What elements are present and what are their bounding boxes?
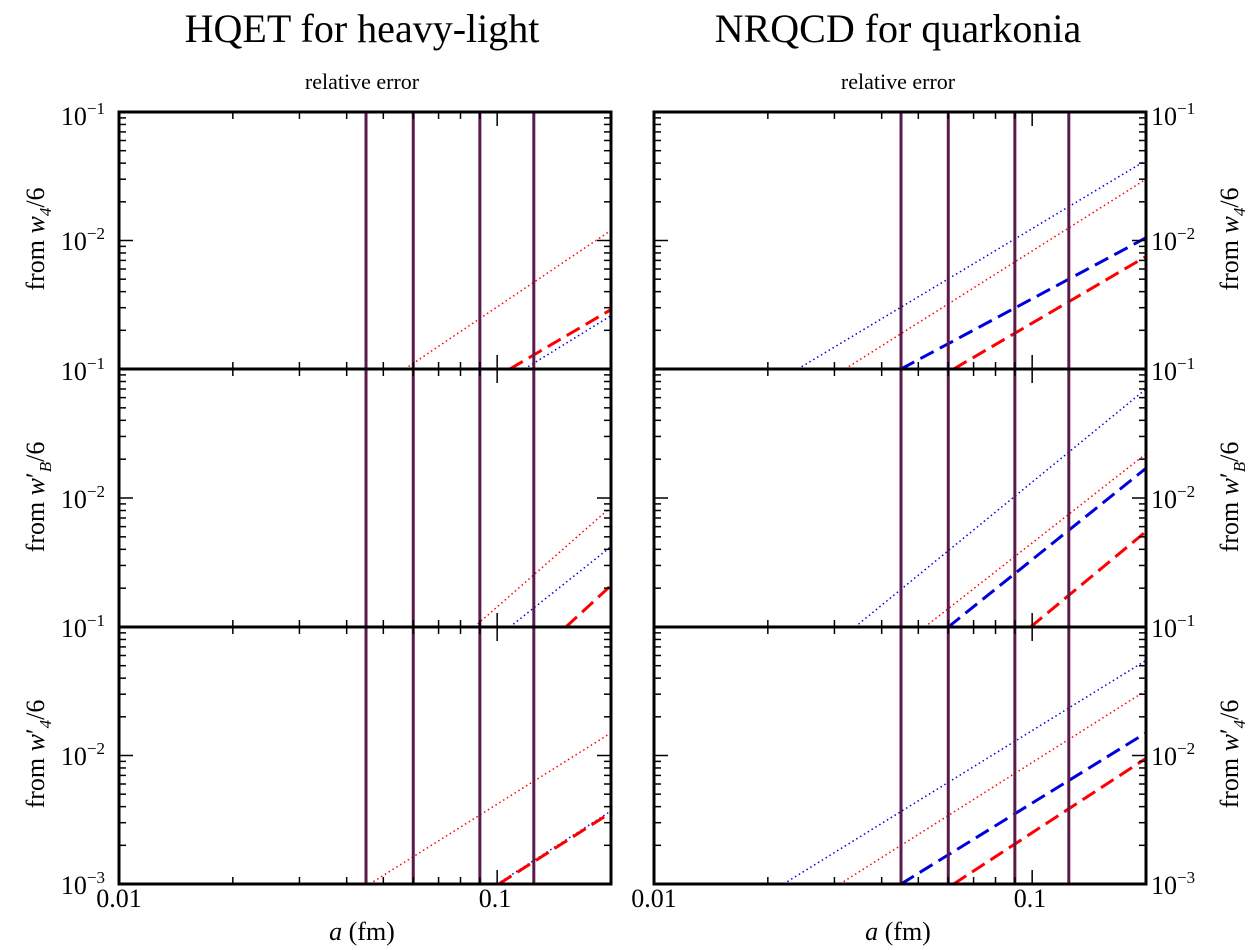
y-tick-label-right-5: 10−2	[1151, 739, 1195, 771]
x-axis-var-left: a	[329, 917, 342, 946]
y-tick-label-left-4: 10−1	[61, 611, 105, 643]
panel-right-row2-series-blue-dotted	[783, 659, 1146, 884]
panel-right-row1-series-red-dotted	[924, 453, 1146, 627]
panel-left-row2-frame	[117, 625, 613, 886]
panel-right-row0-series-red-dashed	[952, 255, 1146, 369]
panel-right-row0-series-blue-dashed	[900, 236, 1146, 369]
subtitle-right: relative error	[841, 69, 956, 94]
panel-left-row0-series-red-dashed	[509, 308, 611, 369]
x-axis-var-right: a	[865, 917, 878, 946]
x-tick-label-0.01-left: 0.01	[96, 884, 142, 913]
row-label-right-0: from w4/6	[1215, 187, 1249, 290]
x-tick-label-0.01-right: 0.01	[631, 884, 677, 913]
subtitle-left: relative error	[305, 69, 420, 94]
panel-right-row1-series-red-dashed	[1029, 530, 1146, 627]
row-label-left-0: from w4/6	[21, 187, 55, 290]
title-left: HQET for heavy-light	[185, 6, 540, 51]
panel-right-row0-series-red-dotted	[844, 178, 1146, 369]
panel-right-row1-series-blue-dotted	[854, 388, 1146, 627]
panel-right-row2-series-red-dotted	[839, 689, 1146, 884]
panel-left-row1-series-red-dotted	[473, 506, 611, 627]
panel-right-row2-series-red-dashed	[952, 757, 1146, 884]
y-tick-label-left-3: 10−2	[61, 482, 105, 514]
x-tick-label-0.1-right: 0.1	[1014, 884, 1047, 913]
row-label-right-2: from w′4/6	[1215, 700, 1249, 809]
y-tick-label-left-5: 10−2	[61, 739, 105, 771]
y-tick-label-right-1: 10−2	[1151, 224, 1195, 256]
panel-left-row0-series-red-dotted	[404, 229, 611, 369]
y-tick-label-right-6: 10−3	[1151, 868, 1195, 900]
y-tick-label-right-4: 10−1	[1151, 611, 1195, 643]
x-axis-unit-left: (fm)	[342, 917, 395, 946]
y-tick-label-right-2: 10−1	[1151, 354, 1195, 386]
y-tick-label-left-1: 10−2	[61, 224, 105, 256]
x-axis-unit-right: (fm)	[878, 917, 931, 946]
row-label-left-2: from w′4/6	[21, 700, 55, 809]
y-tick-label-left-6: 10−3	[61, 868, 105, 900]
x-tick-label-0.1-left: 0.1	[479, 884, 512, 913]
panel-right-row2-series-blue-dashed	[900, 731, 1146, 884]
panel-left-row1-series-red-dashed	[564, 584, 611, 627]
panel-left-row2-series-red-dotted	[369, 732, 611, 884]
panel-right-row2-frame	[652, 625, 1148, 886]
y-tick-label-right-3: 10−2	[1151, 482, 1195, 514]
panel-left-row2-series-red-dashed	[497, 811, 611, 884]
title-right: NRQCD for quarkonia	[715, 6, 1082, 51]
x-axis-title-right: a (fm)	[865, 917, 931, 946]
panel-right-row1-series-blue-dashed	[947, 467, 1146, 627]
row-label-right-1: from w′B/6	[1215, 442, 1249, 553]
plot-layer	[117, 110, 1148, 886]
panel-left-row0-series-blue-dotted	[523, 315, 611, 369]
panel-right-row0-series-blue-dotted	[797, 159, 1146, 369]
y-tick-label-right-0: 10−1	[1151, 99, 1195, 131]
row-label-left-1: from w′B/6	[21, 442, 55, 553]
panel-left-row1-series-blue-dotted	[509, 546, 611, 627]
y-tick-label-left-2: 10−1	[61, 354, 105, 386]
y-tick-label-left-0: 10−1	[61, 99, 105, 131]
x-axis-title-left: a (fm)	[329, 917, 395, 946]
